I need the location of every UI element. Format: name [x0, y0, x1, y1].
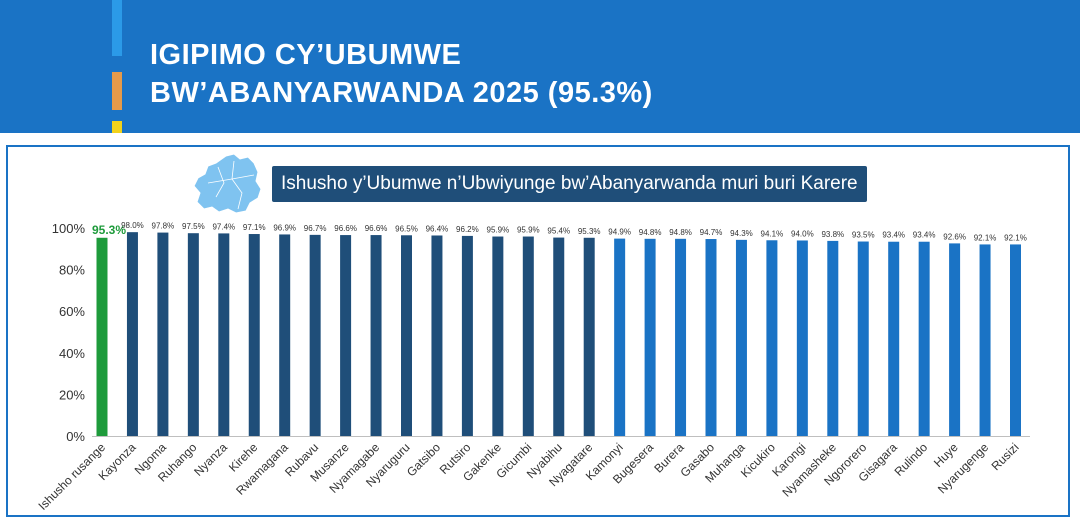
bar — [309, 234, 321, 436]
data-label: 97.5% — [182, 222, 205, 231]
bar — [857, 241, 869, 436]
bar — [675, 238, 687, 436]
bar — [1010, 244, 1021, 436]
data-label: 94.7% — [700, 228, 723, 237]
bar — [522, 236, 534, 436]
accent-stripe-blue — [112, 0, 122, 56]
accent-stripe-yellow — [112, 121, 122, 133]
x-tick-label: Rulindo — [892, 440, 931, 479]
bar — [614, 238, 626, 436]
bar — [401, 235, 412, 436]
bar — [735, 239, 747, 436]
rwanda-map-icon — [193, 153, 262, 214]
accent-stripe-orange — [112, 72, 122, 110]
data-label: 97.1% — [243, 223, 266, 232]
data-label: 96.7% — [304, 224, 327, 233]
data-label: 97.4% — [212, 222, 235, 231]
data-label: 93.4% — [913, 231, 936, 240]
x-tick-label: Rusizi — [989, 440, 1022, 473]
data-label: 96.6% — [334, 224, 357, 233]
y-tick-label: 100% — [52, 221, 86, 236]
y-tick-label: 80% — [59, 263, 85, 278]
title-line-1: IGIPIMO CY’UBUMWE — [150, 39, 462, 71]
bar — [796, 240, 808, 436]
data-label: 94.8% — [669, 228, 692, 237]
bar — [96, 237, 108, 436]
data-label: 98.0% — [121, 221, 144, 230]
bar — [583, 237, 595, 436]
data-label: 93.4% — [882, 231, 905, 240]
data-label: 97.8% — [152, 222, 175, 231]
x-tick-label: Kicukiro — [738, 440, 778, 480]
bar — [918, 241, 930, 436]
bar — [431, 235, 443, 436]
data-label: 93.8% — [821, 230, 844, 239]
data-label: 92.1% — [1004, 233, 1027, 242]
data-label: 94.1% — [761, 229, 784, 238]
title-line-2: BW’ABANYARWANDA 2025 (95.3%) — [150, 77, 653, 109]
y-tick-label: 0% — [66, 429, 85, 444]
chart-frame — [6, 145, 1070, 517]
bar — [949, 243, 961, 436]
data-label: 95.9% — [517, 226, 540, 235]
data-label: 94.9% — [608, 228, 631, 237]
bar — [766, 240, 778, 436]
bar — [248, 234, 260, 436]
data-label: 95.9% — [487, 226, 510, 235]
data-label: 92.6% — [943, 232, 966, 241]
x-tick-label: Nyanza — [191, 440, 230, 479]
bar — [553, 237, 565, 436]
y-tick-label: 20% — [59, 387, 85, 402]
data-label: 95.3% — [92, 223, 126, 237]
data-label: 94.3% — [730, 229, 753, 238]
data-label: 96.4% — [426, 224, 449, 233]
page-title: IGIPIMO CY’UBUMWE BW’ABANYARWANDA 2025 (… — [150, 36, 653, 112]
x-tick-label: Ishusho rusange — [35, 440, 108, 513]
bar — [187, 233, 199, 436]
data-label: 96.2% — [456, 225, 479, 234]
bar — [279, 234, 291, 436]
bar — [126, 232, 138, 436]
data-label: 94.0% — [791, 229, 814, 238]
bar — [461, 235, 473, 436]
x-tick-label: Gatsibo — [404, 440, 443, 479]
bar — [888, 241, 900, 436]
data-label: 96.5% — [395, 224, 418, 233]
data-label: 95.4% — [547, 227, 570, 236]
bar — [644, 238, 656, 436]
data-label: 96.6% — [365, 224, 388, 233]
data-label: 96.9% — [273, 223, 296, 232]
chart-title: Ishusho y’Ubumwe n’Ubwiyunge bw’Abanyarw… — [272, 166, 867, 202]
y-tick-label: 40% — [59, 346, 85, 361]
data-label: 92.1% — [974, 233, 997, 242]
bar — [979, 244, 991, 436]
bar — [157, 232, 169, 436]
data-label: 95.3% — [578, 227, 601, 236]
bar — [370, 235, 382, 436]
bar — [492, 236, 504, 436]
data-label: 94.8% — [639, 228, 662, 237]
data-label: 93.5% — [852, 231, 875, 240]
bar — [827, 240, 839, 436]
header-banner — [0, 0, 1080, 133]
bar — [705, 239, 717, 436]
bar — [218, 233, 230, 436]
bar — [340, 235, 352, 436]
y-tick-label: 60% — [59, 304, 85, 319]
